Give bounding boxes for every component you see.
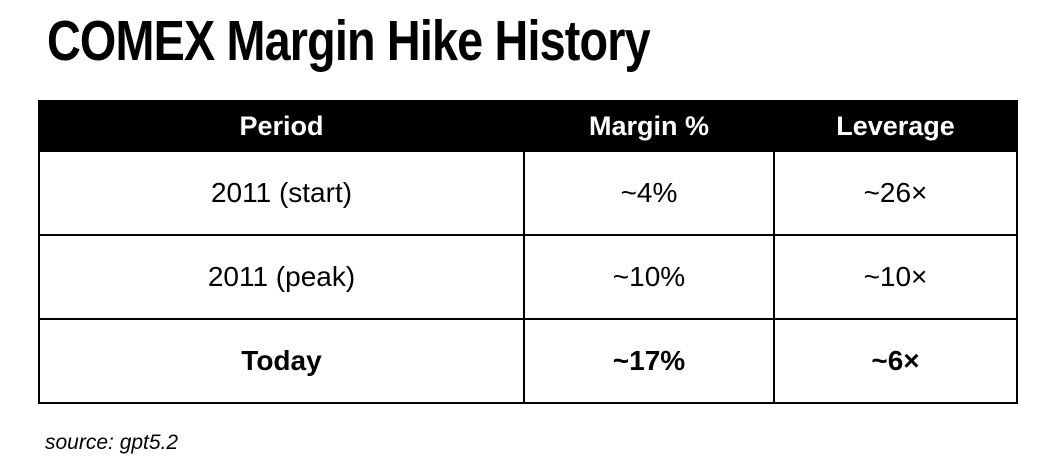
cell-leverage: ~26× [773,150,1018,236]
cell-leverage: ~10× [773,234,1018,320]
table-row: 2011 (peak) ~10% ~10× [38,234,1018,320]
table-header-row: Period Margin % Leverage [38,100,1018,152]
cell-period: Today [38,318,525,404]
cell-period: 2011 (peak) [38,234,525,320]
column-header-leverage: Leverage [773,100,1018,152]
table-row: Today ~17% ~6× [38,318,1018,404]
margin-hike-table: Period Margin % Leverage 2011 (start) ~4… [38,100,1018,404]
column-header-margin: Margin % [523,100,775,152]
source-note: source: gpt5.2 [45,431,179,454]
page-title: COMEX Margin Hike History [47,9,651,73]
cell-margin: ~17% [523,318,775,404]
cell-leverage: ~6× [773,318,1018,404]
cell-margin: ~4% [523,150,775,236]
cell-margin: ~10% [523,234,775,320]
column-header-period: Period [38,100,525,152]
cell-period: 2011 (start) [38,150,525,236]
table-row: 2011 (start) ~4% ~26× [38,150,1018,236]
